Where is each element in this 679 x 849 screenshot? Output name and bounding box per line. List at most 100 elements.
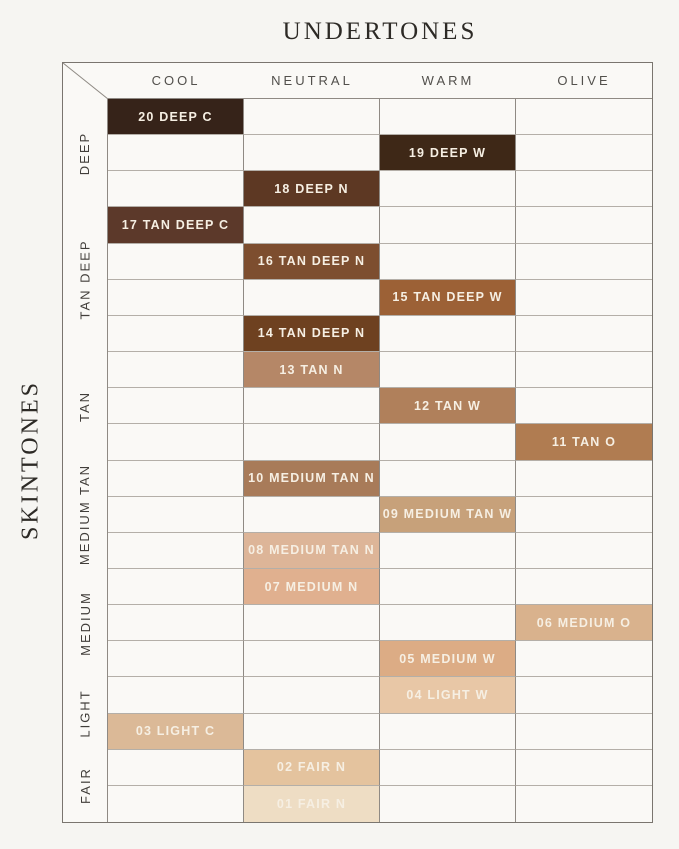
- shade-swatch-10-medium-tan-n: 10 MEDIUM TAN N: [244, 460, 380, 497]
- row-group-label-tan: TAN: [63, 352, 107, 460]
- empty-cell: [108, 135, 244, 172]
- row-group-text: TAN: [77, 390, 93, 422]
- row-group-label-fair: FAIR: [63, 750, 107, 822]
- row-group-label-tan-deep: TAN DEEP: [63, 207, 107, 352]
- shade-label: 03 LIGHT C: [135, 724, 216, 739]
- shade-label: 14 TAN DEEP N: [257, 326, 366, 341]
- empty-cell: [244, 496, 380, 533]
- empty-cell: [380, 568, 516, 606]
- row-group-label-deep: DEEP: [63, 99, 107, 207]
- empty-cell: [380, 713, 516, 750]
- empty-cell: [516, 99, 652, 136]
- empty-cell: [108, 568, 244, 606]
- empty-cell: [380, 785, 516, 822]
- row-group-text: LIGHT: [77, 689, 93, 738]
- empty-cell: [108, 424, 244, 461]
- empty-cell: [380, 315, 516, 353]
- shade-label: 12 TAN W: [413, 398, 481, 413]
- shade-swatch-09-medium-tan-w: 09 MEDIUM TAN W: [380, 496, 516, 533]
- empty-cell: [380, 532, 516, 569]
- empty-cell: [244, 135, 380, 172]
- shade-label: 20 DEEP C: [138, 109, 213, 124]
- empty-cell: [516, 497, 652, 533]
- shade-label: 06 MEDIUM O: [536, 615, 632, 630]
- shade-swatch-07-medium-n: 07 MEDIUM N: [244, 568, 380, 606]
- empty-cell: [516, 388, 652, 425]
- row-group-text: TAN DEEP: [77, 239, 93, 320]
- empty-cell: [244, 677, 380, 714]
- empty-cell: [516, 171, 652, 208]
- shade-swatch-11-tan-o: 11 TAN O: [516, 424, 652, 461]
- shade-label: 07 MEDIUM N: [264, 579, 359, 594]
- empty-cell: [244, 605, 380, 642]
- row-group-label-medium: MEDIUM: [63, 569, 107, 677]
- shade-swatch-17-tan-deep-c: 17 TAN DEEP C: [108, 207, 244, 244]
- empty-cell: [244, 713, 380, 750]
- column-header-olive: OLIVE: [557, 73, 611, 88]
- row-group-label-medium-tan: MEDIUM TAN: [63, 461, 107, 569]
- column-header-neutral: NEUTRAL: [271, 73, 353, 88]
- empty-cell: [244, 99, 380, 136]
- empty-cell: [380, 352, 516, 389]
- empty-cell: [516, 750, 652, 786]
- shade-swatch-04-light-w: 04 LIGHT W: [380, 677, 516, 714]
- empty-cell: [380, 99, 516, 136]
- shade-grid: 20 DEEP C 19 DEEP W 18 DEEP N 17 TAN DEEP C…: [108, 99, 652, 822]
- empty-cell: [380, 460, 516, 497]
- empty-cell: [380, 243, 516, 280]
- table-body: DEEP TAN DEEP TAN MEDIUM TAN MEDIUM LIGHT FAIR…: [63, 99, 652, 822]
- shade-label: 18 DEEP N: [274, 181, 349, 196]
- shade-swatch-02-fair-n: 02 FAIR N: [244, 749, 380, 786]
- empty-cell: [516, 714, 652, 750]
- shade-label: 19 DEEP W: [408, 145, 487, 160]
- row-group-text: FAIR: [77, 767, 93, 805]
- shade-swatch-13-tan-n: 13 TAN N: [244, 352, 380, 389]
- shade-swatch-16-tan-deep-n: 16 TAN DEEP N: [244, 243, 380, 280]
- shade-swatch-18-deep-n: 18 DEEP N: [244, 171, 380, 208]
- chart-title: UNDERTONES: [282, 18, 478, 45]
- empty-cell: [380, 424, 516, 461]
- column-header-cool: COOL: [151, 73, 201, 88]
- column-headers: COOL NEUTRAL WARM OLIVE: [108, 63, 652, 99]
- empty-cell: [244, 388, 380, 425]
- shade-swatch-19-deep-w: 19 DEEP W: [380, 135, 516, 172]
- row-group-text: DEEP: [77, 131, 93, 175]
- empty-cell: [516, 677, 652, 714]
- empty-cell: [244, 424, 380, 461]
- row-group-label-light: LIGHT: [63, 677, 107, 749]
- empty-cell: [516, 316, 652, 353]
- empty-cell: [516, 569, 652, 606]
- empty-cell: [108, 171, 244, 208]
- empty-cell: [516, 352, 652, 389]
- shade-swatch-12-tan-w: 12 TAN W: [380, 388, 516, 425]
- shade-swatch-14-tan-deep-n: 14 TAN DEEP N: [244, 315, 380, 353]
- shade-label: 04 LIGHT W: [406, 687, 489, 702]
- empty-cell: [516, 533, 652, 569]
- empty-cell: [380, 605, 516, 642]
- shade-swatch-06-medium-o: 06 MEDIUM O: [516, 605, 652, 642]
- header-row: COOL NEUTRAL WARM OLIVE: [63, 63, 652, 99]
- shade-label: 11 TAN O: [551, 434, 617, 449]
- shade-label: 16 TAN DEEP N: [257, 254, 366, 269]
- shade-swatch-03-light-c: 03 LIGHT C: [108, 713, 244, 750]
- empty-cell: [380, 207, 516, 244]
- empty-cell: [516, 786, 652, 822]
- empty-cell: [108, 388, 244, 425]
- row-group-text: MEDIUM TAN: [77, 464, 93, 566]
- shade-label: 01 FAIR N: [276, 796, 347, 811]
- shade-label: 15 TAN DEEP W: [392, 290, 503, 305]
- empty-cell: [108, 496, 244, 533]
- row-axis-title: SKINTONES: [17, 380, 44, 540]
- shade-label: 13 TAN N: [279, 362, 344, 377]
- shade-table: COOL NEUTRAL WARM OLIVE DEEP TAN DEEP TAN MEDI…: [62, 62, 653, 823]
- empty-cell: [244, 641, 380, 678]
- empty-cell: [108, 532, 244, 569]
- shade-swatch-05-medium-w: 05 MEDIUM W: [380, 641, 516, 678]
- empty-cell: [380, 749, 516, 786]
- shade-label: 10 MEDIUM TAN N: [248, 471, 375, 486]
- shade-swatch-01-fair-n: 01 FAIR N: [244, 785, 380, 822]
- empty-cell: [244, 279, 380, 316]
- empty-cell: [108, 279, 244, 316]
- shade-label: 17 TAN DEEP C: [121, 218, 230, 233]
- empty-cell: [516, 641, 652, 678]
